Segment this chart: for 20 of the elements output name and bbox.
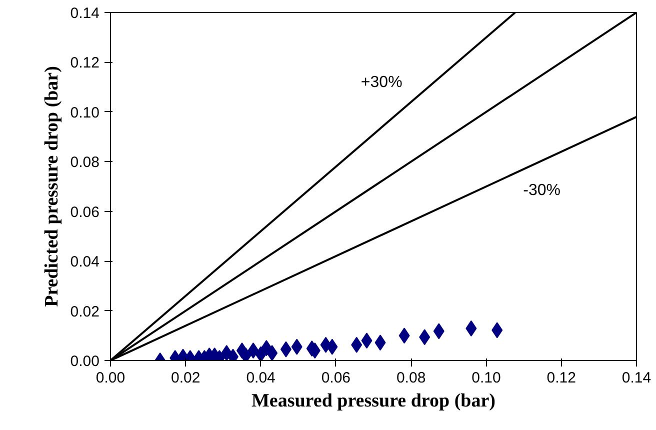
y-tick-label: 0.00 (70, 353, 100, 370)
x-tick-label: 0.02 (171, 370, 200, 386)
y-tick-label: 0.14 (70, 5, 100, 22)
y-tick-label: 0.12 (70, 54, 100, 72)
series-label: +30% (360, 74, 402, 91)
y-tick-label: 0.04 (70, 254, 100, 271)
x-tick-label: 0.00 (96, 370, 126, 386)
series-label: -30% (523, 182, 561, 200)
x-tick-label: 0.06 (321, 370, 351, 386)
y-tick-label: 0.06 (70, 204, 100, 221)
x-tick-label: 0.14 (622, 370, 652, 386)
x-tick-label: 0.04 (246, 370, 276, 386)
y-axis-title: Predicted pressure drop (bar) (41, 66, 62, 307)
x-tick-label: 0.08 (396, 370, 426, 386)
y-tick-label: 0.08 (70, 154, 100, 172)
y-tick-label: 0.10 (70, 104, 100, 122)
y-tick-label: 0.02 (70, 303, 100, 320)
x-tick-label: 0.12 (546, 370, 576, 386)
x-axis-title: Measured pressure drop (bar) (251, 390, 496, 412)
x-tick-label: 0.10 (472, 370, 501, 386)
